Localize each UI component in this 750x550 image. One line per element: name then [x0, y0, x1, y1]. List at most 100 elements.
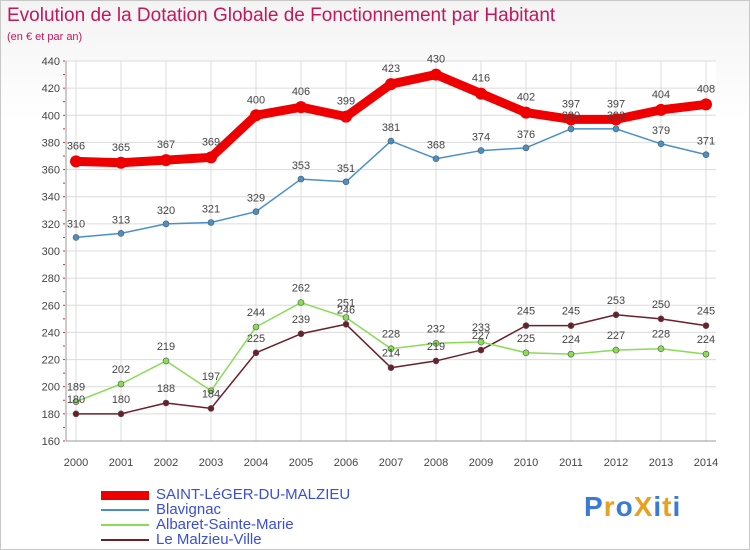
data-label: 246	[337, 304, 355, 316]
y-tick-label: 180	[42, 409, 60, 421]
legend-label: Albaret-Sainte-Marie	[156, 516, 294, 533]
data-point	[295, 101, 307, 114]
data-label: 227	[472, 330, 490, 342]
data-label: 180	[67, 394, 85, 406]
data-label: 351	[337, 163, 355, 175]
logo-letter: i	[653, 491, 663, 522]
data-label: 224	[697, 334, 715, 346]
y-tick-label: 280	[42, 273, 60, 285]
data-point	[342, 178, 350, 186]
data-label: 371	[697, 136, 715, 148]
data-label: 189	[67, 382, 85, 394]
data-point	[702, 350, 710, 358]
data-point	[702, 322, 710, 329]
logo-letter: X	[633, 491, 654, 522]
data-label: 251	[337, 298, 355, 310]
y-tick-label: 200	[42, 382, 60, 394]
data-label: 320	[157, 205, 175, 217]
data-point	[250, 109, 262, 122]
data-point	[700, 98, 712, 111]
data-point	[387, 364, 395, 372]
y-tick-label: 420	[42, 83, 60, 95]
logo-letter: i	[672, 491, 682, 522]
logo-letter: r	[603, 491, 616, 522]
x-tick-label: 2012	[604, 457, 628, 469]
data-point	[477, 147, 485, 154]
data-point	[162, 220, 170, 228]
data-point	[432, 155, 440, 163]
data-point	[385, 78, 397, 91]
data-label: 262	[292, 283, 310, 295]
data-label: 202	[112, 364, 130, 376]
y-tick-label: 220	[42, 355, 60, 367]
x-tick-label: 2014	[694, 457, 718, 469]
data-label: 369	[202, 136, 220, 148]
data-point	[162, 357, 170, 365]
data-label: 180	[112, 394, 130, 406]
data-label: 245	[517, 306, 535, 318]
y-tick-label: 360	[42, 165, 60, 177]
y-tick-label: 400	[42, 110, 60, 122]
y-tick-label: 160	[42, 436, 60, 448]
data-label: 219	[427, 341, 445, 353]
data-point	[655, 103, 667, 116]
data-label: 225	[247, 333, 265, 345]
data-label: 379	[652, 125, 670, 137]
proxiti-logo: ProXiti	[584, 491, 681, 523]
data-point	[475, 87, 487, 100]
data-point	[567, 322, 575, 329]
data-label: 408	[697, 83, 715, 95]
data-point	[657, 140, 665, 148]
data-point	[72, 410, 80, 418]
data-label: 374	[472, 132, 490, 144]
data-label: 321	[202, 204, 220, 216]
data-label: 250	[652, 299, 670, 311]
x-tick-label: 2011	[559, 457, 583, 469]
legend-label: Blavignac	[156, 501, 222, 518]
y-tick-label: 340	[42, 192, 60, 204]
data-point	[522, 144, 530, 152]
data-point	[432, 339, 440, 347]
legend-swatch	[101, 524, 149, 526]
data-point	[205, 151, 217, 164]
legend-label: Le Malzieu-Ville	[156, 531, 262, 548]
data-label: 224	[562, 334, 580, 346]
data-label: 197	[202, 371, 220, 383]
x-tick-label: 2006	[334, 457, 358, 469]
data-point	[207, 405, 215, 412]
data-label: 404	[652, 89, 670, 101]
logo-letter: P	[584, 491, 604, 522]
data-point	[430, 68, 442, 81]
data-label: 310	[67, 218, 85, 230]
data-label: 188	[157, 383, 175, 395]
x-tick-label: 2000	[64, 457, 88, 469]
data-label: 400	[247, 94, 265, 106]
y-tick-label: 260	[42, 300, 60, 312]
data-label: 253	[607, 295, 625, 307]
data-label: 367	[157, 139, 175, 151]
data-label: 390	[562, 110, 580, 122]
data-point	[252, 349, 260, 357]
chart-subtitle: (en € et par an)	[7, 31, 83, 43]
data-point	[160, 154, 172, 167]
data-point	[115, 156, 127, 169]
data-label: 399	[337, 96, 355, 108]
data-point	[520, 106, 532, 119]
x-tick-label: 2008	[424, 457, 448, 469]
data-label: 228	[382, 329, 400, 341]
data-label: 365	[112, 142, 130, 154]
x-tick-label: 2002	[154, 457, 178, 469]
data-point	[612, 311, 620, 319]
data-label: 219	[157, 341, 175, 353]
data-label: 376	[517, 129, 535, 141]
data-point	[297, 330, 305, 338]
data-point	[117, 380, 125, 388]
data-label: 397	[607, 98, 625, 110]
data-label: 245	[697, 306, 715, 318]
data-label: 232	[427, 323, 445, 335]
y-tick-label: 240	[42, 327, 60, 339]
data-label: 228	[652, 329, 670, 341]
data-label: 214	[382, 348, 400, 360]
data-label: 227	[607, 330, 625, 342]
